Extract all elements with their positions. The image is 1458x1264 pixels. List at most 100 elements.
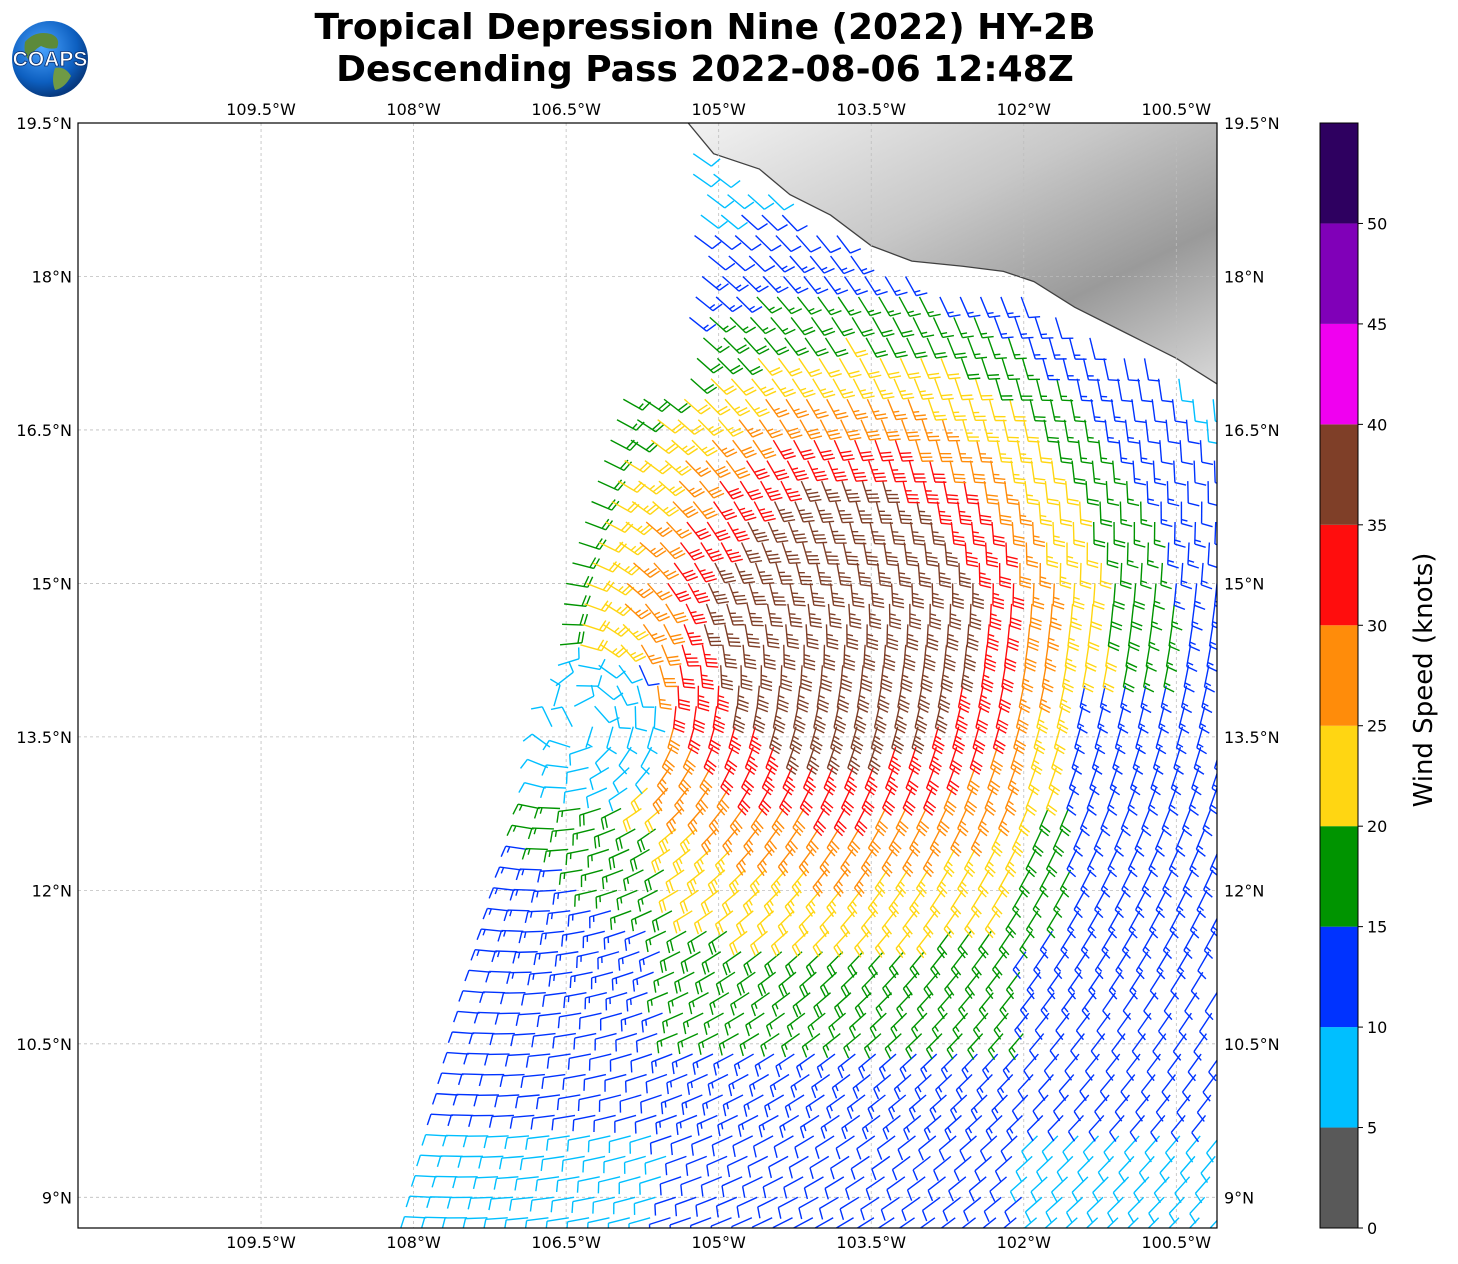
barb-half-feather: [809, 613, 816, 616]
wind-barb: [1114, 890, 1127, 919]
barb-feather: [700, 903, 707, 915]
wind-barb: [559, 631, 585, 646]
barb-half-feather: [1089, 925, 1095, 932]
barb-feather: [1182, 889, 1193, 898]
barb-staff: [654, 1196, 677, 1205]
barb-half-feather: [889, 613, 896, 616]
barb-feather: [970, 908, 980, 918]
barb-feather: [912, 965, 920, 976]
barb-feather: [1105, 1070, 1114, 1081]
barb-staff: [1191, 1115, 1207, 1134]
barb-feather: [410, 1175, 416, 1187]
barb-half-feather: [964, 1066, 969, 1073]
barb-half-feather: [1034, 905, 1041, 911]
barb-half-feather: [932, 592, 939, 596]
barb-feather: [883, 803, 894, 813]
barb-feather: [463, 1053, 468, 1065]
barb-feather: [813, 727, 825, 734]
barb-feather: [497, 930, 503, 942]
barb-feather: [909, 908, 918, 918]
barb-staff: [650, 1135, 672, 1144]
wind-barb: [561, 930, 585, 947]
wind-barb: [929, 828, 942, 857]
barb-feather: [892, 840, 902, 850]
barb-feather: [665, 1163, 668, 1176]
barb-feather: [841, 1127, 847, 1140]
barb-feather: [1025, 658, 1037, 664]
barb-feather: [1190, 929, 1200, 939]
wind-barb: [1044, 644, 1057, 672]
wind-barb: [897, 1135, 916, 1161]
wind-barb: [1097, 706, 1109, 734]
wind-barb: [799, 1114, 820, 1139]
barb-feather: [875, 1007, 883, 1019]
barb-staff: [518, 1012, 541, 1016]
barb-feather: [515, 1014, 520, 1026]
barb-staff: [483, 991, 506, 994]
barb-feather: [788, 1167, 793, 1179]
wind-barb: [700, 1176, 723, 1197]
barb-feather: [871, 1168, 877, 1181]
barb-feather: [853, 727, 865, 734]
wind-barb: [972, 726, 986, 755]
barb-staff: [598, 664, 617, 679]
barb-feather: [930, 763, 941, 772]
barb-half-feather: [1131, 986, 1137, 993]
wind-barb: [682, 746, 696, 775]
barb-feather: [966, 559, 978, 564]
barb-feather: [1153, 1192, 1162, 1204]
barb-feather: [701, 571, 713, 576]
barb-feather: [875, 827, 885, 837]
wind-barb: [1114, 726, 1126, 755]
barb-half-feather: [1160, 580, 1168, 584]
barb-staff: [1107, 1196, 1124, 1214]
barb-feather: [760, 678, 773, 684]
barb-feather: [1155, 1111, 1164, 1122]
barb-half-feather: [605, 876, 608, 883]
barb-feather: [1087, 645, 1099, 652]
barb-feather: [890, 904, 900, 915]
barb-feather: [687, 942, 692, 955]
barb-half-feather: [1095, 743, 1102, 748]
wind-barb: [1036, 1155, 1054, 1182]
barb-half-feather: [748, 839, 754, 846]
barb-feather: [984, 868, 994, 878]
wind-barb: [661, 746, 675, 775]
wind-barb: [653, 706, 666, 733]
barb-staff: [1049, 1033, 1065, 1052]
barb-half-feather: [678, 857, 683, 865]
wind-barb: [815, 562, 833, 586]
wind-barb: [633, 1196, 656, 1215]
barb-feather: [426, 1113, 432, 1126]
barb-staff: [1105, 1053, 1121, 1072]
barb-feather: [543, 850, 547, 863]
barb-feather: [794, 1147, 799, 1159]
wind-barb: [906, 1176, 926, 1201]
barb-feather: [473, 1095, 478, 1107]
barb-half-feather: [1061, 885, 1068, 891]
wind-barb: [699, 767, 713, 796]
wind-barb: [619, 1094, 642, 1113]
barb-feather: [1018, 706, 1030, 714]
wind-barb: [830, 726, 844, 755]
barb-staff: [1116, 1012, 1131, 1032]
barb-feather: [665, 570, 677, 577]
wind-barb: [626, 992, 648, 1012]
barb-half-feather: [825, 1044, 830, 1051]
wind-barb: [826, 828, 840, 857]
wind-barb: [603, 1155, 626, 1174]
wind-barb: [567, 1053, 592, 1070]
wind-barb: [846, 624, 859, 650]
wind-barb: [1026, 1114, 1044, 1142]
barb-staff: [436, 1092, 459, 1096]
barb-feather: [998, 888, 1008, 898]
barb-feather: [674, 1204, 678, 1217]
barb-feather: [1030, 1191, 1037, 1203]
wind-barb: [805, 624, 819, 650]
barb-feather: [1082, 1233, 1087, 1243]
barb-feather: [788, 759, 799, 768]
barb-half-feather: [1141, 702, 1148, 707]
barb-feather: [959, 1150, 966, 1161]
wind-barb: [749, 869, 766, 897]
wind-barb: [527, 971, 552, 986]
